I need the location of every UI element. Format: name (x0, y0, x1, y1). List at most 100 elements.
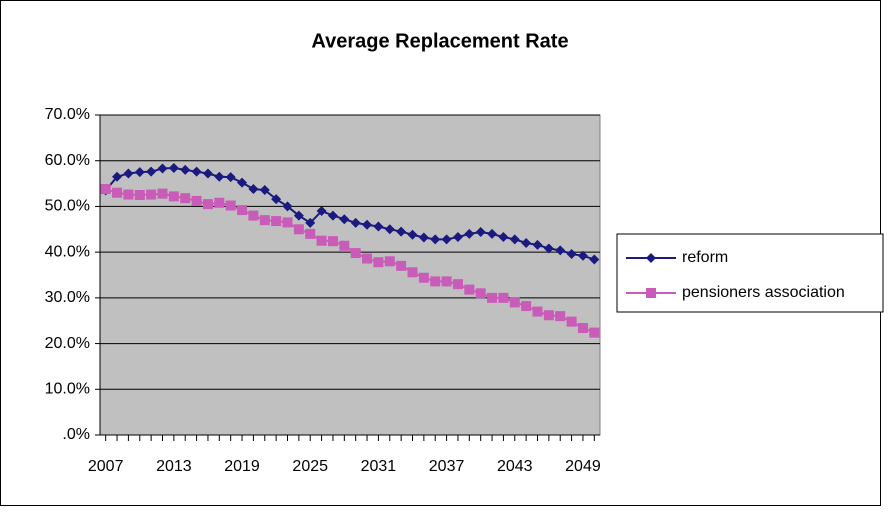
y-tick-label: .0% (62, 426, 90, 443)
marker (214, 197, 225, 208)
marker (225, 200, 236, 211)
marker (475, 288, 486, 299)
marker (350, 248, 361, 259)
marker (407, 267, 418, 278)
marker (225, 172, 236, 183)
marker (589, 254, 600, 265)
chart-title: Average Replacement Rate (311, 30, 568, 52)
marker (237, 205, 248, 216)
marker (168, 163, 179, 174)
x-tick-label: 2037 (429, 458, 465, 475)
marker (362, 253, 373, 264)
marker (327, 236, 338, 247)
x-tick-label: 2025 (292, 458, 328, 475)
marker (293, 210, 304, 221)
marker (555, 245, 566, 256)
marker (339, 240, 350, 251)
marker (248, 210, 259, 221)
marker (282, 201, 293, 212)
marker (100, 184, 111, 195)
marker (566, 316, 577, 327)
marker (134, 167, 145, 178)
marker (146, 189, 157, 200)
y-tick-label: 70.0% (45, 106, 90, 123)
legend-box (616, 233, 884, 313)
y-tick-label: 40.0% (45, 243, 90, 260)
marker (350, 217, 361, 228)
plot-area (99, 114, 601, 436)
marker (123, 189, 134, 200)
y-tick-label: 60.0% (45, 152, 90, 169)
marker (293, 224, 304, 235)
marker (487, 228, 498, 239)
marker (475, 227, 486, 238)
marker (577, 250, 588, 261)
marker (271, 194, 282, 205)
marker (214, 171, 225, 182)
marker (259, 215, 270, 226)
marker (543, 310, 554, 321)
marker (577, 323, 588, 334)
marker (157, 188, 168, 199)
marker (532, 306, 543, 317)
y-tick-label: 30.0% (45, 289, 90, 306)
marker (452, 279, 463, 290)
marker (589, 327, 600, 338)
marker (384, 256, 395, 267)
marker (441, 276, 452, 287)
y-tick-label: 10.0% (45, 381, 90, 398)
marker (509, 234, 520, 245)
marker (248, 184, 259, 195)
y-tick-label: 50.0% (45, 198, 90, 215)
marker (134, 190, 145, 200)
marker (327, 210, 338, 221)
marker (373, 257, 384, 268)
marker (646, 288, 656, 298)
marker (202, 199, 213, 210)
marker (396, 226, 407, 237)
marker (191, 195, 202, 206)
x-tick-label: 2031 (361, 458, 397, 475)
marker (430, 234, 441, 245)
marker (271, 216, 282, 227)
marker (521, 238, 532, 248)
marker (112, 187, 123, 198)
marker (566, 248, 577, 259)
marker (316, 206, 327, 216)
marker (464, 284, 475, 295)
marker (157, 163, 168, 174)
marker (418, 272, 429, 283)
x-tick-label: 2013 (156, 458, 192, 475)
marker (498, 232, 509, 243)
marker (123, 168, 134, 179)
marker (202, 168, 213, 179)
marker (305, 228, 316, 239)
marker (180, 164, 191, 175)
marker (146, 166, 157, 177)
marker (555, 311, 566, 322)
marker (532, 239, 543, 250)
marker (339, 214, 350, 225)
x-tick-label: 2043 (497, 458, 533, 475)
marker (168, 191, 179, 202)
marker (259, 184, 270, 195)
marker (441, 234, 452, 245)
marker (509, 297, 520, 308)
marker (373, 221, 384, 232)
marker (543, 243, 554, 254)
x-tick-label: 2049 (565, 458, 601, 475)
marker (430, 276, 441, 287)
legend-label: pensioners association (682, 284, 845, 301)
marker (646, 253, 656, 263)
marker (418, 232, 429, 243)
legend-label: reform (682, 249, 728, 266)
marker (237, 177, 248, 188)
marker (396, 260, 407, 271)
marker (180, 193, 191, 204)
marker (282, 217, 293, 228)
marker (487, 292, 498, 303)
marker (316, 235, 327, 246)
marker (191, 166, 202, 177)
x-tick-label: 2019 (224, 458, 260, 475)
y-tick-label: 20.0% (45, 335, 90, 352)
